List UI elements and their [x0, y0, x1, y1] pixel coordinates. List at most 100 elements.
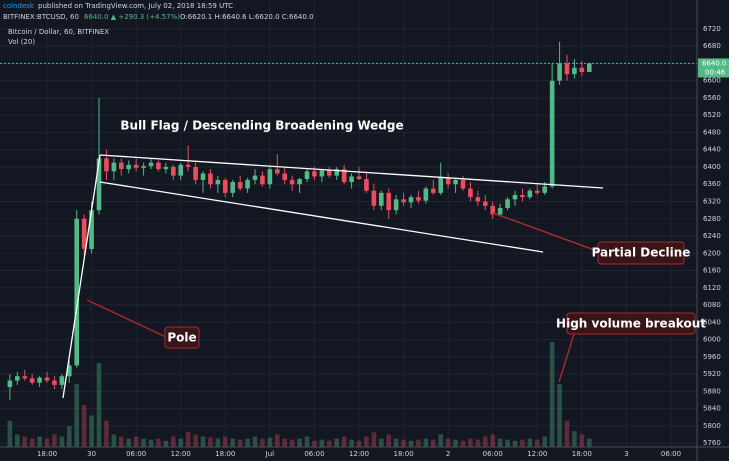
- x-tick-label: 06:00: [483, 450, 503, 458]
- x-tick-label: Jul: [265, 450, 275, 458]
- annotation: Bull Flag / Descending Broadening Wedge: [120, 119, 403, 133]
- volume-bar: [445, 438, 451, 447]
- candle-body: [349, 176, 354, 183]
- candle-body: [453, 179, 458, 185]
- y-tick-label: 6120: [703, 284, 721, 292]
- volume-bar: [468, 438, 473, 447]
- volume-bar: [104, 420, 109, 447]
- candle-body: [289, 179, 295, 185]
- candle-body: [111, 162, 117, 172]
- x-tick-label: 06:00: [661, 450, 681, 458]
- volume-bar: [586, 438, 592, 447]
- candle-body: [208, 173, 213, 185]
- volume-bar: [148, 439, 154, 447]
- candle-body: [468, 188, 473, 198]
- volume-bar: [520, 439, 525, 447]
- volume-bar: [208, 437, 213, 447]
- volume-bar: [44, 438, 50, 447]
- volume-bar: [111, 434, 117, 447]
- volume-bar: [252, 436, 258, 447]
- candle-body: [586, 63, 592, 73]
- candle-body: [260, 175, 265, 185]
- volume-bar: [237, 439, 243, 447]
- volume-bar: [416, 439, 421, 447]
- y-tick-label: 6200: [703, 249, 721, 257]
- volume-bar: [178, 438, 184, 447]
- pointer: [86, 299, 167, 338]
- candle-body: [393, 199, 399, 211]
- candle-body: [564, 63, 570, 75]
- volume-bar: [67, 426, 72, 447]
- volume-bar: [245, 438, 250, 447]
- lower-trendline: [99, 181, 544, 253]
- volume-bar: [408, 440, 414, 447]
- volume-bar: [534, 439, 540, 447]
- volume-bar: [282, 438, 288, 447]
- candle-body: [520, 195, 525, 198]
- volume-bar: [490, 434, 496, 447]
- upper-trendline: [99, 154, 604, 189]
- candle-body: [89, 210, 94, 249]
- candle-body: [401, 199, 406, 203]
- x-tick-label: 12:00: [527, 450, 547, 458]
- candle-body: [297, 179, 302, 185]
- x-tick-label: 3: [624, 450, 628, 458]
- volume-bar: [557, 384, 562, 447]
- volume-bar: [386, 434, 392, 447]
- y-tick-label: 6320: [703, 197, 721, 205]
- volume-bar: [482, 436, 488, 447]
- volume-bar: [512, 440, 518, 447]
- volume-bar: [460, 440, 466, 447]
- candle-body: [59, 376, 65, 385]
- candle-body: [542, 186, 548, 193]
- volume-bar: [200, 436, 206, 447]
- candle-body: [81, 218, 87, 249]
- volume-bar: [579, 434, 585, 447]
- volume-bar: [22, 436, 28, 447]
- volume-bar: [59, 436, 65, 447]
- candle-body: [557, 63, 562, 81]
- annotation: High volume breakout: [556, 317, 706, 331]
- candle-body: [67, 365, 72, 377]
- x-tick-label: 12:00: [171, 450, 191, 458]
- candle-body: [378, 192, 384, 206]
- volume-bar: [267, 437, 273, 447]
- annotation: Partial Decline: [592, 246, 691, 260]
- y-tick-label: 6000: [703, 336, 721, 344]
- candle-body: [579, 67, 585, 73]
- x-tick-label: 12:00: [349, 450, 369, 458]
- candle-body: [223, 179, 228, 193]
- volume-bar: [475, 439, 481, 447]
- volume-bar: [438, 434, 444, 447]
- candle-body: [237, 182, 243, 189]
- volume-bar: [163, 440, 169, 447]
- volume-bar: [312, 440, 317, 447]
- y-tick-label: 6280: [703, 215, 721, 223]
- callout-box: [164, 326, 200, 349]
- candle-body: [104, 158, 109, 172]
- candle-body: [341, 169, 347, 183]
- y-tick-label: 5760: [703, 439, 721, 447]
- candle-body: [282, 173, 288, 180]
- candle-body: [497, 207, 503, 215]
- candle-body: [416, 197, 421, 201]
- x-tick-label: 18:00: [37, 450, 57, 458]
- candle-body: [312, 171, 317, 177]
- candle-body: [371, 190, 377, 206]
- callout-box: [597, 241, 685, 265]
- published: published on TradingView.com, July 02, 2…: [38, 2, 233, 10]
- x-tick-label: 18:00: [393, 450, 413, 458]
- volume-bar: [74, 384, 80, 447]
- annotation: Pole: [167, 331, 196, 345]
- candle-body: [430, 188, 436, 193]
- volume-bar: [215, 438, 221, 447]
- volume-bar: [37, 436, 42, 447]
- volume-bar: [564, 420, 570, 447]
- price-marker-label: 6640.0: [702, 59, 727, 67]
- volume-bar: [378, 438, 384, 447]
- candle-body: [74, 218, 80, 366]
- candle-body: [267, 169, 273, 185]
- ohlc: O:6620.1 H:6640.6 L:6620.0 C:6640.0: [180, 13, 314, 21]
- candle-body: [252, 175, 258, 180]
